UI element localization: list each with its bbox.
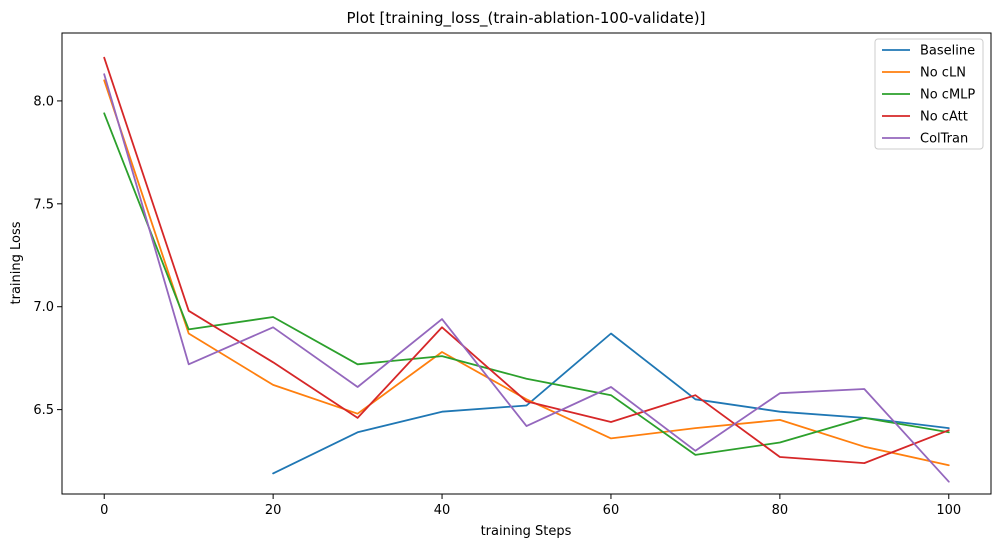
y-tick-label: 7.5 (33, 197, 54, 212)
legend-label: ColTran (920, 132, 968, 147)
x-tick-label: 100 (936, 503, 961, 518)
plot-frame (61, 32, 992, 495)
legend-label: No cMLP (920, 88, 975, 103)
legend-label: No cLN (920, 66, 966, 81)
y-tick-label: 8.0 (33, 94, 54, 109)
x-tick-label: 40 (434, 503, 451, 518)
y-axis: 6.5 7.0 7.5 8.0 (33, 94, 62, 418)
series-line-no-cmlp (103, 112, 950, 456)
x-tick-label: 80 (772, 503, 789, 518)
plot-area (61, 32, 992, 495)
series-line-baseline (272, 332, 950, 475)
y-tick-label: 6.5 (33, 403, 54, 418)
x-axis-title: training Steps (481, 524, 572, 539)
x-tick-label: 20 (265, 503, 282, 518)
x-tick-label: 60 (603, 503, 620, 518)
y-axis-title: training Loss (9, 221, 24, 304)
legend-label: No cAtt (920, 110, 968, 125)
series-line-no-cln (103, 79, 950, 467)
series-line-coltran (103, 73, 950, 483)
y-tick-label: 7.0 (33, 300, 54, 315)
chart-title: Plot [training_loss_(train-ablation-100-… (347, 9, 706, 28)
series-layer (103, 56, 950, 483)
legend: Baseline No cLN No cMLP No cAtt ColTran (874, 38, 984, 150)
series-line-no-catt (103, 56, 950, 465)
x-tick-label: 0 (100, 503, 108, 518)
legend-box (874, 38, 984, 150)
legend-label: Baseline (920, 44, 975, 59)
x-axis: 0 20 40 60 80 100 (100, 494, 961, 518)
